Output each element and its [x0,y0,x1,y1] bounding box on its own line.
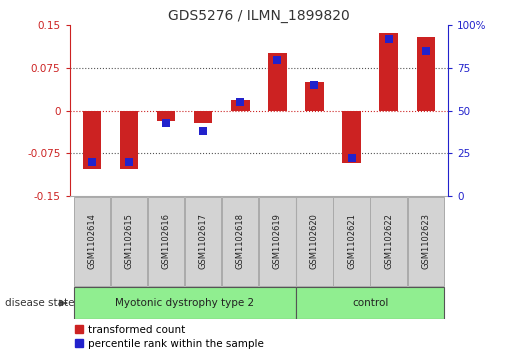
Bar [333,197,370,286]
Bar [259,197,296,286]
Bar [185,197,221,286]
Bar [296,197,333,286]
Text: GSM1102616: GSM1102616 [162,213,170,269]
Legend: transformed count, percentile rank within the sample: transformed count, percentile rank withi… [75,325,264,349]
Bar [74,197,110,286]
Bar [111,197,147,286]
Text: GSM1102617: GSM1102617 [199,213,208,269]
Title: GDS5276 / ILMN_1899820: GDS5276 / ILMN_1899820 [168,9,350,23]
Bar [370,197,407,286]
Text: GSM1102621: GSM1102621 [347,213,356,269]
Bar [296,287,444,319]
Bar [157,111,175,121]
Text: GSM1102614: GSM1102614 [87,213,96,269]
Bar [407,197,444,286]
Bar [74,287,296,319]
Bar [417,37,435,111]
Bar [305,82,324,111]
Bar [231,101,249,111]
Text: GSM1102622: GSM1102622 [384,213,393,269]
Text: GSM1102620: GSM1102620 [310,213,319,269]
Bar [119,111,138,169]
Bar [194,111,212,123]
Text: GSM1102619: GSM1102619 [273,213,282,269]
Bar [82,111,101,169]
Bar [380,33,398,111]
Text: GSM1102618: GSM1102618 [236,213,245,269]
Text: GSM1102615: GSM1102615 [125,213,133,269]
Text: Myotonic dystrophy type 2: Myotonic dystrophy type 2 [115,298,254,308]
Bar [148,197,184,286]
Bar [342,111,361,163]
Text: disease state: disease state [5,298,75,308]
Bar [222,197,259,286]
Text: control: control [352,298,388,308]
Bar [268,53,287,111]
Text: GSM1102623: GSM1102623 [421,213,431,269]
